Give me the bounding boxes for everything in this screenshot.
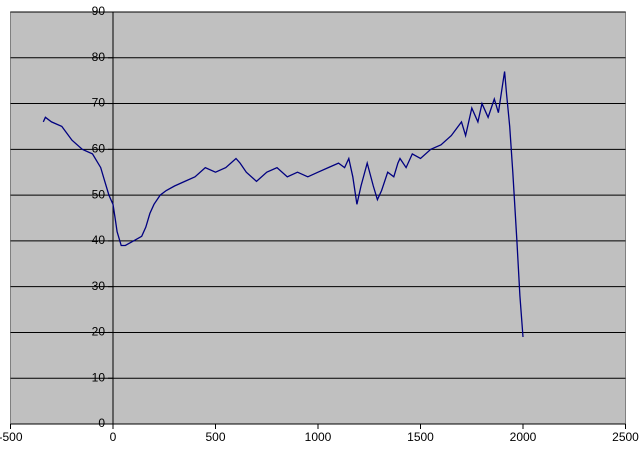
- x-tick-label: 2000: [510, 430, 537, 444]
- x-tick-label: 500: [205, 430, 225, 444]
- y-tick-label: 80: [92, 50, 106, 64]
- y-tick-label: 90: [92, 4, 106, 18]
- y-tick-label: 60: [92, 142, 106, 156]
- y-tick-label: 70: [92, 96, 106, 110]
- plot-area: [10, 11, 626, 425]
- x-tick-label: 1500: [407, 430, 434, 444]
- x-tick-label: 0: [110, 430, 117, 444]
- x-tick-label: 2500: [612, 430, 639, 444]
- y-tick-label: 0: [98, 416, 105, 430]
- y-tick-label: 20: [92, 325, 106, 339]
- y-tick-label: 10: [92, 370, 106, 384]
- y-tick-label: 50: [92, 187, 106, 201]
- data-line: [42, 71, 524, 338]
- y-tick-label: 40: [92, 233, 106, 247]
- y-tick-label: 30: [92, 279, 106, 293]
- x-tick-label: 1000: [305, 430, 332, 444]
- x-tick-label: -500: [0, 430, 23, 444]
